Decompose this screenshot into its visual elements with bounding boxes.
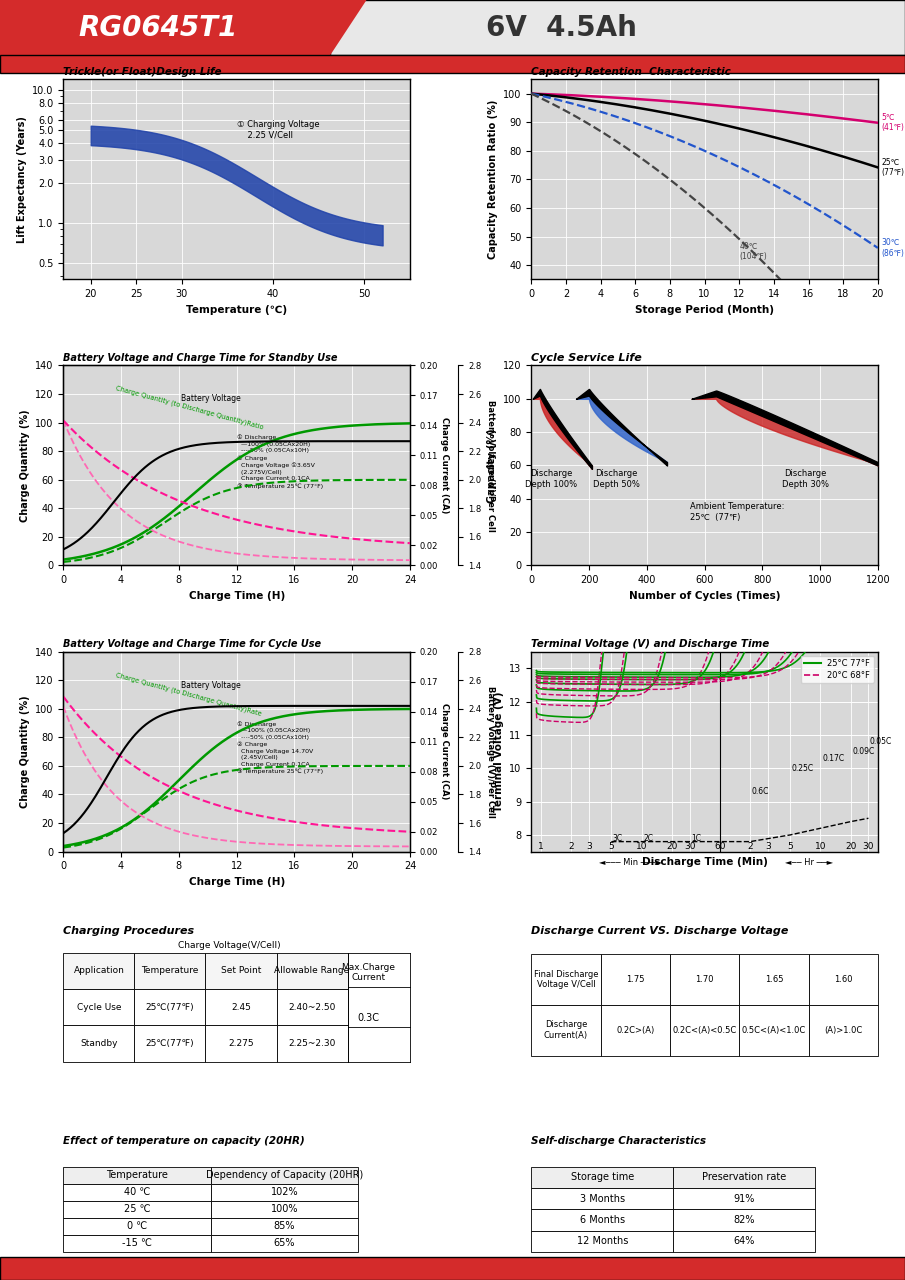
Text: 60: 60 [714, 842, 726, 851]
Text: Capacity Retention  Characteristic: Capacity Retention Characteristic [531, 67, 731, 77]
Text: Max.Charge
Current: Max.Charge Current [341, 963, 395, 982]
FancyBboxPatch shape [0, 55, 905, 73]
Text: 10: 10 [814, 842, 826, 851]
Text: Trickle(or Float)Design Life: Trickle(or Float)Design Life [63, 67, 222, 77]
Text: 20: 20 [666, 842, 678, 851]
Y-axis label: Terminal Voltage (V): Terminal Voltage (V) [493, 691, 503, 812]
Text: ◄── Hr ──►: ◄── Hr ──► [786, 859, 834, 868]
Legend: 25°C 77°F, 20°C 68°F: 25°C 77°F, 20°C 68°F [801, 655, 873, 684]
Text: 0.25C: 0.25C [792, 764, 814, 773]
Text: 3C: 3C [613, 833, 623, 842]
Text: ① Discharge
  —100% (0.05CAx20H)
  ----50% (0.05CAx10H)
② Charge
  Charge Voltag: ① Discharge —100% (0.05CAx20H) ----50% (… [236, 721, 323, 774]
Text: 1C: 1C [691, 833, 701, 842]
Text: 2C: 2C [643, 833, 653, 842]
Text: 5: 5 [787, 842, 793, 851]
X-axis label: Number of Cycles (Times): Number of Cycles (Times) [629, 591, 780, 600]
Text: Battery Voltage and Charge Time for Cycle Use: Battery Voltage and Charge Time for Cycl… [63, 640, 321, 649]
Text: Effect of temperature on capacity (20HR): Effect of temperature on capacity (20HR) [63, 1135, 305, 1146]
X-axis label: Storage Period (Month): Storage Period (Month) [635, 305, 774, 315]
Text: Charging Procedures: Charging Procedures [63, 925, 195, 936]
Text: Battery Voltage and Charge Time for Standby Use: Battery Voltage and Charge Time for Stan… [63, 353, 338, 364]
Text: 0.17C: 0.17C [822, 754, 844, 763]
Text: 10: 10 [636, 842, 647, 851]
Text: 3: 3 [765, 842, 771, 851]
Text: Discharge
Depth 100%: Discharge Depth 100% [526, 468, 577, 489]
Text: 1: 1 [538, 842, 544, 851]
FancyBboxPatch shape [330, 0, 905, 55]
X-axis label: Charge Time (H): Charge Time (H) [188, 591, 285, 600]
Text: 6V  4.5Ah: 6V 4.5Ah [486, 14, 636, 41]
Y-axis label: Battery Voltage (V)/Per Cell: Battery Voltage (V)/Per Cell [486, 686, 495, 818]
Text: 3: 3 [586, 842, 592, 851]
Text: 20: 20 [845, 842, 856, 851]
Text: Self-discharge Characteristics: Self-discharge Characteristics [531, 1135, 706, 1146]
Text: Discharge Current VS. Discharge Voltage: Discharge Current VS. Discharge Voltage [531, 925, 788, 936]
Text: 25℃
(77℉): 25℃ (77℉) [881, 157, 904, 177]
Text: 0.09C: 0.09C [853, 748, 874, 756]
Text: Discharge
Depth 50%: Discharge Depth 50% [593, 468, 640, 489]
X-axis label: Discharge Time (Min): Discharge Time (Min) [642, 858, 767, 867]
Text: Battery Voltage: Battery Voltage [181, 681, 241, 690]
Text: ◄─── Min ───►: ◄─── Min ───► [599, 859, 662, 868]
Text: Battery Voltage: Battery Voltage [181, 394, 241, 403]
Text: Charge Quantity (to Discharge Quantity)Rate: Charge Quantity (to Discharge Quantity)R… [115, 672, 262, 717]
Text: 0.3C: 0.3C [357, 1014, 379, 1023]
FancyBboxPatch shape [0, 1257, 905, 1280]
Y-axis label: Battery Voltage (V)/Per Cell: Battery Voltage (V)/Per Cell [486, 399, 495, 531]
Text: Discharge
Depth 30%: Discharge Depth 30% [782, 468, 829, 489]
Text: 2: 2 [748, 842, 753, 851]
Text: Charge Voltage(V/Cell): Charge Voltage(V/Cell) [178, 941, 281, 951]
Text: 40℃
(104℉): 40℃ (104℉) [739, 242, 767, 261]
Text: RG0645T1: RG0645T1 [79, 14, 238, 41]
Text: Ambient Temperature:
25℃  (77℉): Ambient Temperature: 25℃ (77℉) [691, 503, 785, 522]
Text: 5℃
(41℉): 5℃ (41℉) [881, 113, 904, 132]
Text: ① Discharge
  —100% (0.05CAx20H)
  ----50% (0.05CAx10H)
② Charge
  Charge Voltag: ① Discharge —100% (0.05CAx20H) ----50% (… [236, 434, 323, 489]
Text: 30: 30 [862, 842, 874, 851]
X-axis label: Charge Time (H): Charge Time (H) [188, 877, 285, 887]
Text: 0.6C: 0.6C [752, 787, 769, 796]
Text: 5: 5 [608, 842, 614, 851]
Y-axis label: Charge Current (CA): Charge Current (CA) [440, 417, 449, 513]
Y-axis label: Charge Quantity (%): Charge Quantity (%) [20, 695, 30, 808]
Text: Charge Quantity (to Discharge Quantity)Ratio: Charge Quantity (to Discharge Quantity)R… [115, 385, 264, 431]
Text: 30℃
(86℉): 30℃ (86℉) [881, 238, 904, 257]
Y-axis label: Capacity (%): Capacity (%) [488, 429, 498, 503]
X-axis label: Temperature (℃): Temperature (℃) [186, 305, 287, 315]
Y-axis label: Lift Expectancy (Years): Lift Expectancy (Years) [16, 116, 26, 243]
Y-axis label: Charge Current (CA): Charge Current (CA) [440, 704, 449, 800]
Text: ① Charging Voltage
    2.25 V/Cell: ① Charging Voltage 2.25 V/Cell [236, 119, 319, 140]
Text: 2: 2 [568, 842, 574, 851]
Text: 0.05C: 0.05C [870, 737, 892, 746]
Text: Terminal Voltage (V) and Discharge Time: Terminal Voltage (V) and Discharge Time [531, 640, 769, 649]
Polygon shape [0, 0, 367, 55]
Text: Cycle Service Life: Cycle Service Life [531, 353, 642, 364]
Text: 30: 30 [684, 842, 695, 851]
Y-axis label: Capacity Retention Ratio (%): Capacity Retention Ratio (%) [488, 100, 498, 259]
Y-axis label: Charge Quantity (%): Charge Quantity (%) [20, 410, 30, 522]
